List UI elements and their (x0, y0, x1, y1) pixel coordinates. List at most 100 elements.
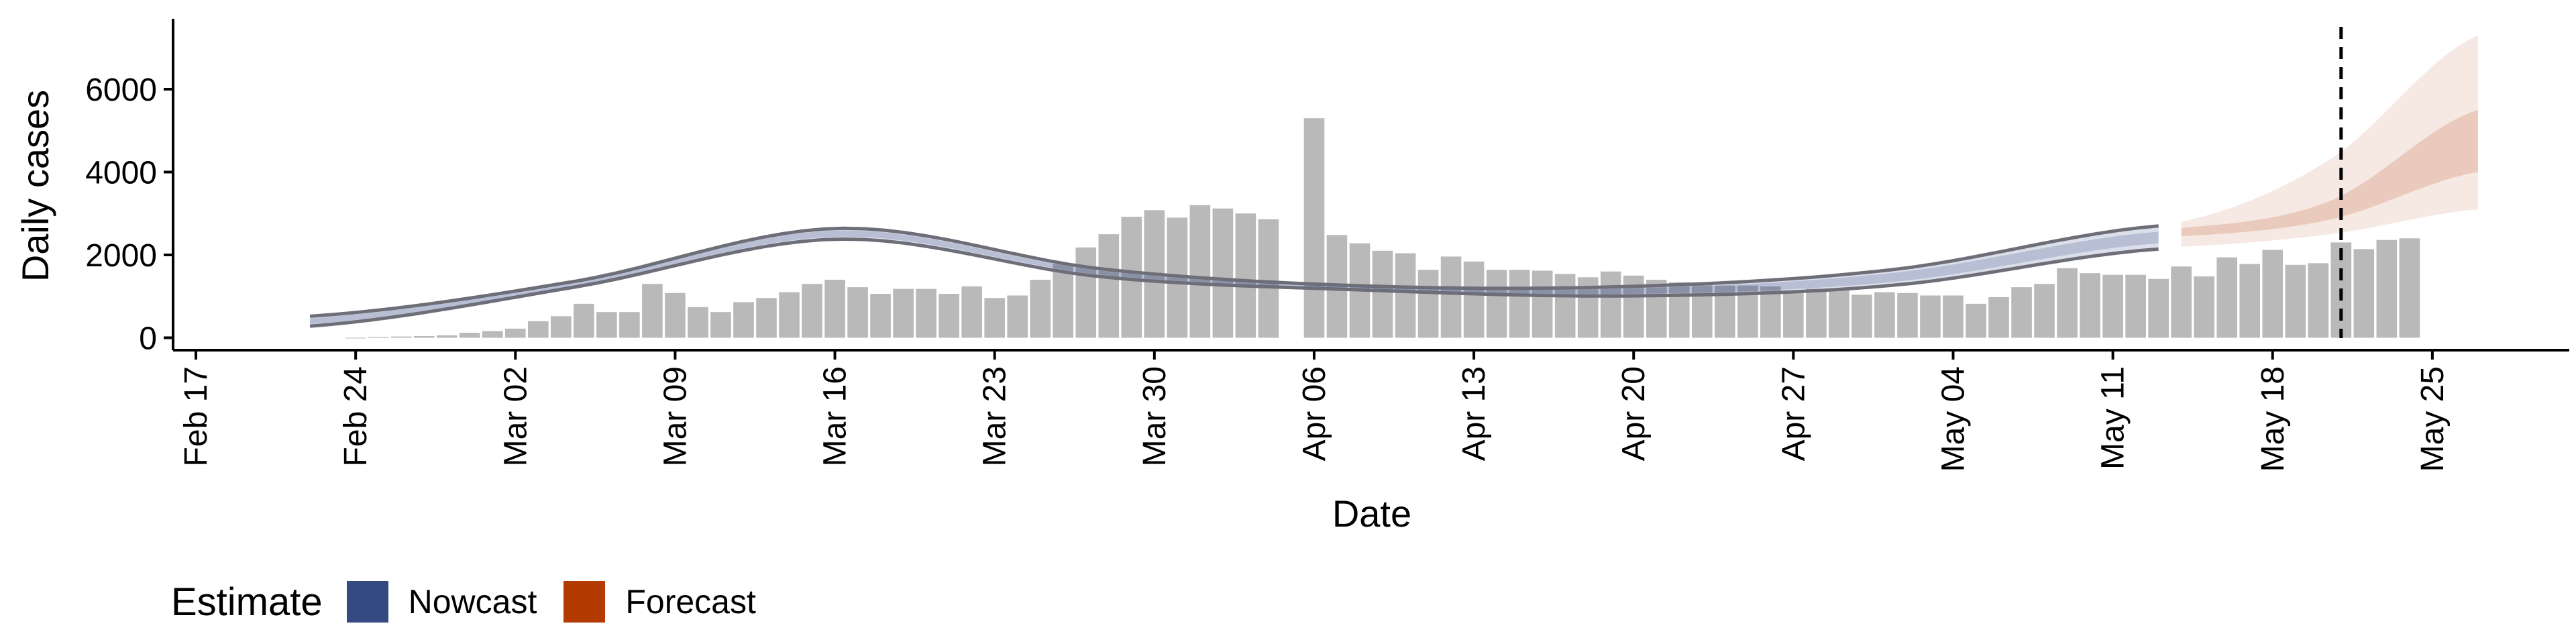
bar (2148, 278, 2169, 338)
y-tick-label: 0 (139, 321, 157, 356)
y-axis-title: Daily cases (14, 90, 56, 282)
bar (1600, 271, 1621, 338)
bar (665, 292, 686, 338)
legend-swatch-nowcast (346, 581, 388, 623)
bar (1668, 282, 1690, 338)
bar (436, 335, 458, 338)
bar (1053, 264, 1074, 338)
forecast-outer-ribbon (2181, 35, 2478, 247)
legend-label-nowcast: Nowcast (408, 583, 537, 621)
chart: 0 2000 4000 6000 Feb 17 Feb 24 Mar 02 Mar 09 Mar… (14, 19, 2569, 535)
bar (1212, 208, 1234, 338)
axes-layer: 0 2000 4000 6000 Feb 17 Feb 24 Mar 02 Mar 09 Mar… (85, 19, 2569, 472)
bar (574, 303, 594, 338)
bar (1007, 295, 1028, 338)
bar (1372, 250, 1393, 338)
bar (1783, 291, 1804, 338)
bar (824, 280, 845, 338)
ribbon-edge-line (309, 224, 2159, 318)
bar (1486, 270, 1507, 338)
x-tick-label: Mar 09 (657, 366, 693, 466)
bar (2011, 287, 2032, 338)
bar (2239, 264, 2261, 338)
bar (1851, 294, 1872, 338)
x-tick-label: Apr 06 (1297, 366, 1332, 461)
bar (1258, 219, 1279, 338)
bar (482, 331, 503, 338)
bar (1509, 270, 1530, 338)
y-tick-label: 6000 (85, 72, 157, 108)
legend-swatch-forecast (564, 581, 606, 623)
x-tick-label: Apr 20 (1616, 366, 1652, 461)
bar (916, 288, 936, 338)
bar (619, 312, 640, 338)
bar (1030, 280, 1051, 338)
bar (1897, 292, 1918, 338)
x-tick-label: Apr 27 (1776, 366, 1811, 461)
bar (733, 302, 754, 338)
x-tick-label: May 04 (1935, 366, 1971, 472)
bar (413, 336, 435, 338)
x-tick-label: Apr 13 (1456, 366, 1492, 461)
legend: Estimate Nowcast Forecast (171, 578, 783, 625)
bar (893, 288, 914, 338)
bar (779, 292, 800, 338)
legend-label-forecast: Forecast (625, 583, 756, 621)
y-tick-label: 2000 (85, 238, 157, 274)
bar (756, 298, 777, 338)
bar (345, 337, 366, 339)
bar (1395, 253, 1416, 338)
bars-layer (345, 118, 2420, 339)
x-tick-label: May 18 (2255, 366, 2291, 472)
legend-title: Estimate (171, 580, 323, 624)
bar (2399, 238, 2420, 338)
bar (1646, 280, 1667, 338)
bar (2171, 266, 2192, 338)
ribbon-edge-line (309, 237, 2159, 328)
bar (1189, 205, 1211, 338)
bar (2353, 249, 2375, 338)
x-tick-label: Mar 23 (977, 366, 1013, 466)
bar (1303, 118, 1325, 338)
bar (984, 298, 1005, 338)
bar (2216, 257, 2238, 338)
ribbons-layer (309, 35, 2478, 328)
bar (802, 284, 822, 338)
bar (2057, 268, 2078, 338)
y-tick-label: 4000 (85, 155, 157, 191)
bar (642, 284, 663, 338)
bar (390, 336, 412, 338)
bar (870, 294, 891, 338)
bar (1806, 288, 1827, 338)
bar (2262, 250, 2284, 338)
bar (2034, 284, 2055, 338)
bar (551, 316, 572, 338)
bar (847, 287, 868, 338)
bar (527, 321, 549, 338)
bar (459, 333, 480, 338)
bar (2080, 273, 2100, 338)
bar (688, 307, 708, 338)
bar (1920, 295, 1941, 338)
x-tick-label: Mar 30 (1137, 366, 1173, 466)
bar (2125, 274, 2146, 338)
bar (1440, 256, 1462, 338)
bar (1966, 303, 1986, 338)
bar (1235, 213, 1256, 338)
bar (1554, 274, 1576, 338)
bar (2308, 263, 2329, 338)
bar (596, 312, 617, 338)
bar (1829, 288, 1849, 338)
x-tick-label: Mar 02 (498, 366, 533, 466)
x-tick-label: May 11 (2096, 366, 2131, 470)
bar (1943, 295, 1964, 338)
x-axis-title: Date (1332, 492, 1411, 535)
bar (1463, 261, 1485, 338)
bar (1874, 292, 1895, 338)
bar (1417, 270, 1439, 338)
bar (710, 312, 731, 338)
bar (1098, 234, 1120, 338)
x-tick-label: Mar 16 (818, 366, 853, 466)
bar (1532, 270, 1553, 338)
bar (2376, 239, 2398, 338)
